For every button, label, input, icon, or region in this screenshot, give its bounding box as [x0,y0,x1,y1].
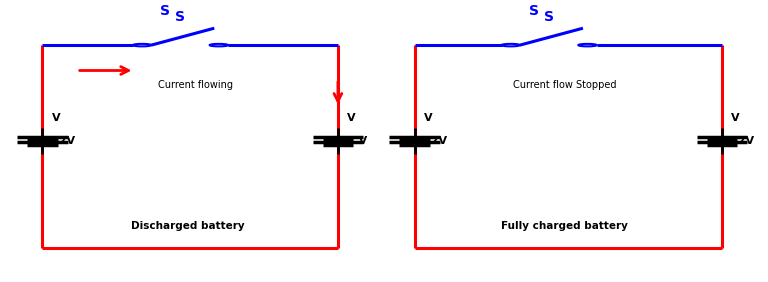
Text: V: V [51,113,60,123]
Ellipse shape [578,44,597,46]
Ellipse shape [210,44,228,46]
Text: 2 V: 2 V [347,136,367,146]
Text: 12V: 12V [424,136,448,146]
Text: Discharged battery: Discharged battery [131,221,245,231]
Text: V: V [424,113,432,123]
Text: S: S [544,10,554,24]
Text: V: V [347,113,356,123]
Ellipse shape [502,44,520,46]
Text: Current flowing: Current flowing [158,80,233,90]
Text: S: S [175,10,186,24]
Text: 12V: 12V [731,136,755,146]
Text: V: V [731,113,740,123]
Text: S: S [528,4,539,18]
Text: 12V: 12V [51,136,75,146]
Text: S: S [160,4,170,18]
Text: Current flow Stopped: Current flow Stopped [513,80,616,90]
Text: Fully charged battery: Fully charged battery [501,221,628,231]
Ellipse shape [133,44,151,46]
